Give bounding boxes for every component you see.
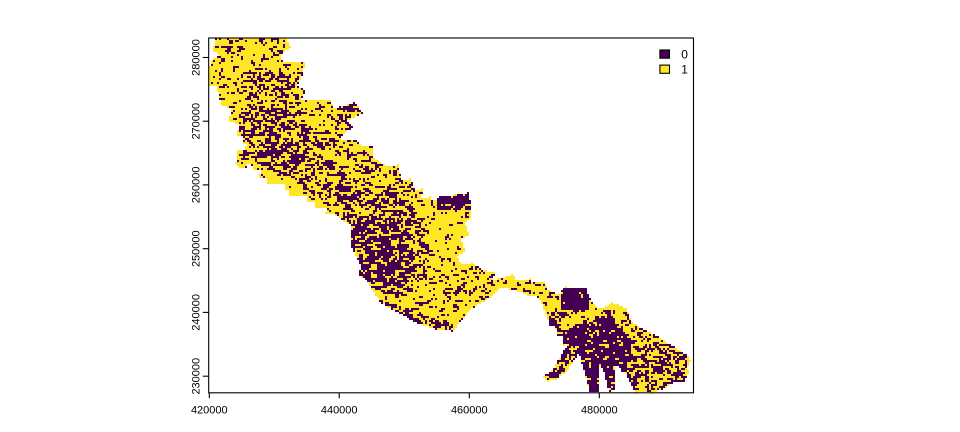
svg-text:260000: 260000: [191, 167, 203, 204]
svg-text:270000: 270000: [191, 103, 203, 140]
svg-text:250000: 250000: [191, 230, 203, 267]
svg-text:240000: 240000: [191, 294, 203, 331]
svg-text:230000: 230000: [191, 358, 203, 395]
svg-text:480000: 480000: [581, 405, 618, 417]
svg-text:280000: 280000: [191, 39, 203, 76]
svg-text:0: 0: [681, 48, 688, 62]
svg-text:460000: 460000: [451, 405, 488, 417]
svg-text:1: 1: [681, 63, 688, 77]
svg-text:420000: 420000: [191, 405, 228, 417]
svg-text:440000: 440000: [321, 405, 358, 417]
